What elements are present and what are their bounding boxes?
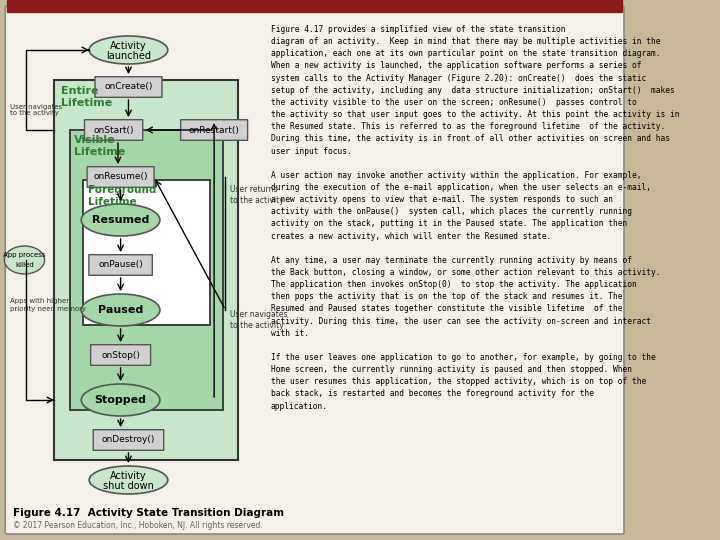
- Ellipse shape: [4, 246, 45, 274]
- FancyBboxPatch shape: [94, 430, 163, 450]
- Text: killed: killed: [15, 262, 34, 268]
- Text: User navigates
to the activity: User navigates to the activity: [230, 310, 287, 330]
- Ellipse shape: [89, 36, 168, 64]
- FancyBboxPatch shape: [5, 6, 624, 534]
- Text: Lifetime: Lifetime: [89, 197, 137, 207]
- Text: Resumed: Resumed: [92, 215, 149, 225]
- Text: onResume(): onResume(): [94, 172, 148, 181]
- Text: Activity: Activity: [110, 41, 147, 51]
- Text: © 2017 Pearson Education, Inc., Hoboken, NJ. All rights reserved.: © 2017 Pearson Education, Inc., Hoboken,…: [13, 521, 263, 530]
- Text: Figure 4.17  Activity State Transition Diagram: Figure 4.17 Activity State Transition Di…: [13, 508, 284, 518]
- Text: shut down: shut down: [103, 481, 154, 491]
- FancyBboxPatch shape: [181, 120, 248, 140]
- Ellipse shape: [81, 384, 160, 416]
- Ellipse shape: [81, 294, 160, 326]
- Text: Lifetime: Lifetime: [61, 98, 112, 108]
- FancyBboxPatch shape: [84, 120, 143, 140]
- Ellipse shape: [81, 204, 160, 236]
- Text: onDestroy(): onDestroy(): [102, 435, 155, 444]
- FancyBboxPatch shape: [91, 345, 150, 365]
- Text: onRestart(): onRestart(): [189, 125, 240, 134]
- Text: onStart(): onStart(): [94, 125, 134, 134]
- Text: onPause(): onPause(): [98, 260, 143, 269]
- Text: Lifetime: Lifetime: [74, 147, 125, 157]
- Bar: [7, 0, 622, 12]
- Bar: [83, 180, 210, 325]
- Text: Apps with higher
priority need memory: Apps with higher priority need memory: [11, 299, 86, 312]
- FancyBboxPatch shape: [87, 167, 154, 187]
- Text: onCreate(): onCreate(): [104, 83, 153, 91]
- Bar: [70, 130, 223, 410]
- Ellipse shape: [89, 466, 168, 494]
- Text: Foreground: Foreground: [89, 185, 157, 195]
- Text: App process: App process: [3, 252, 46, 258]
- FancyBboxPatch shape: [89, 255, 153, 275]
- Text: Paused: Paused: [98, 305, 143, 315]
- Text: onStop(): onStop(): [102, 350, 140, 360]
- Text: Stopped: Stopped: [94, 395, 147, 405]
- FancyBboxPatch shape: [95, 77, 162, 97]
- Text: Activity: Activity: [110, 471, 147, 481]
- Text: User returns
to the activity: User returns to the activity: [230, 185, 284, 205]
- Bar: [54, 80, 238, 460]
- Text: Figure 4.17 provides a simplified view of the state transition
diagram of an act: Figure 4.17 provides a simplified view o…: [271, 25, 680, 410]
- Text: Visible: Visible: [74, 135, 116, 145]
- Text: User navigates
to the activity: User navigates to the activity: [11, 104, 63, 117]
- Text: Entire: Entire: [61, 86, 99, 96]
- Text: launched: launched: [106, 51, 151, 61]
